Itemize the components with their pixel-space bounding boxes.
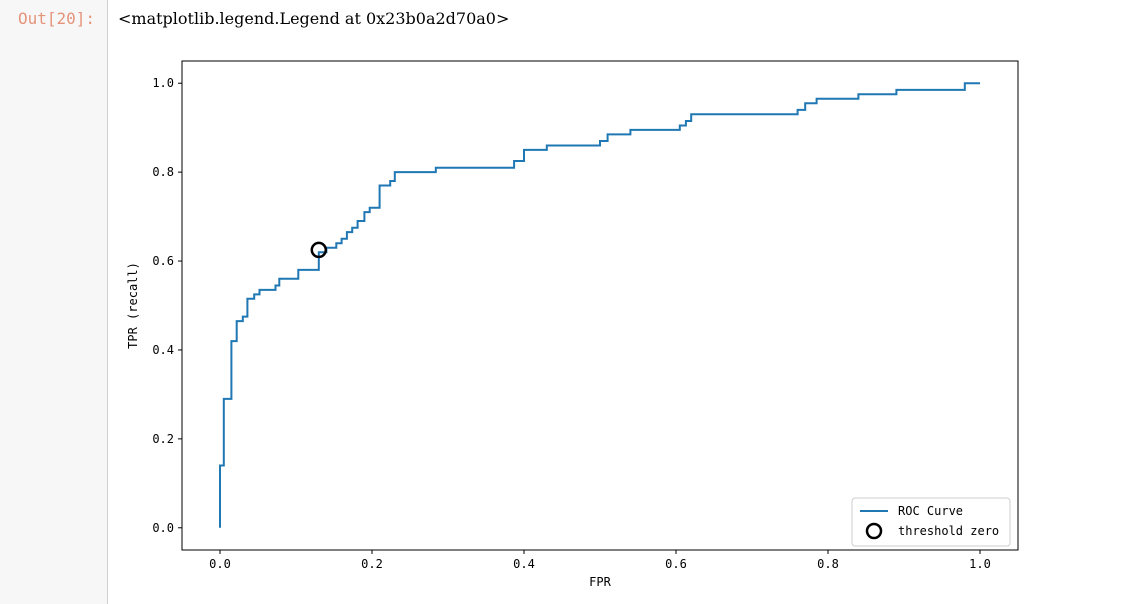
threshold-zero-marker — [310, 241, 328, 259]
y-axis-label: TPR (recall) — [126, 262, 140, 349]
y-tick-label: 0.0 — [152, 521, 174, 535]
x-tick-label: 0.2 — [361, 557, 383, 571]
output-prompt-gutter: Out[20]: — [0, 0, 108, 604]
y-tick-label: 0.2 — [152, 432, 174, 446]
legend-threshold-label: threshold zero — [898, 524, 999, 538]
y-tick-label: 0.8 — [152, 165, 174, 179]
y-tick-label: 0.6 — [152, 254, 174, 268]
y-tick-label: 0.4 — [152, 343, 174, 357]
x-tick-label: 0.6 — [665, 557, 687, 571]
roc-figure: 0.0 0.2 0.4 0.6 0.8 1.0 0.0 0.2 0.4 0.6 0.8 1.0 FP… — [126, 60, 1019, 589]
x-tick-label: 0.8 — [817, 557, 839, 571]
axes-frame — [181, 60, 1019, 551]
x-tick-label: 0.0 — [209, 557, 231, 571]
roc-curve-line — [219, 82, 980, 528]
legend-box — [851, 497, 1011, 547]
x-axis-ticks: 0.0 0.2 0.4 0.6 0.8 1.0 — [209, 550, 991, 571]
y-tick-label: 1.0 — [152, 76, 174, 90]
legend-threshold-swatch — [865, 522, 883, 540]
output-repr-text: <matplotlib.legend.Legend at 0x23b0a2d70… — [118, 9, 510, 28]
x-axis-label: FPR — [589, 575, 611, 589]
legend: ROC Curve threshold zero — [851, 497, 1011, 547]
output-prompt-label: Out[20]: — [18, 9, 96, 28]
x-tick-label: 1.0 — [969, 557, 991, 571]
legend-roc-label: ROC Curve — [898, 504, 963, 518]
x-tick-label: 0.4 — [513, 557, 535, 571]
y-axis-ticks: 0.0 0.2 0.4 0.6 0.8 1.0 — [152, 76, 182, 535]
